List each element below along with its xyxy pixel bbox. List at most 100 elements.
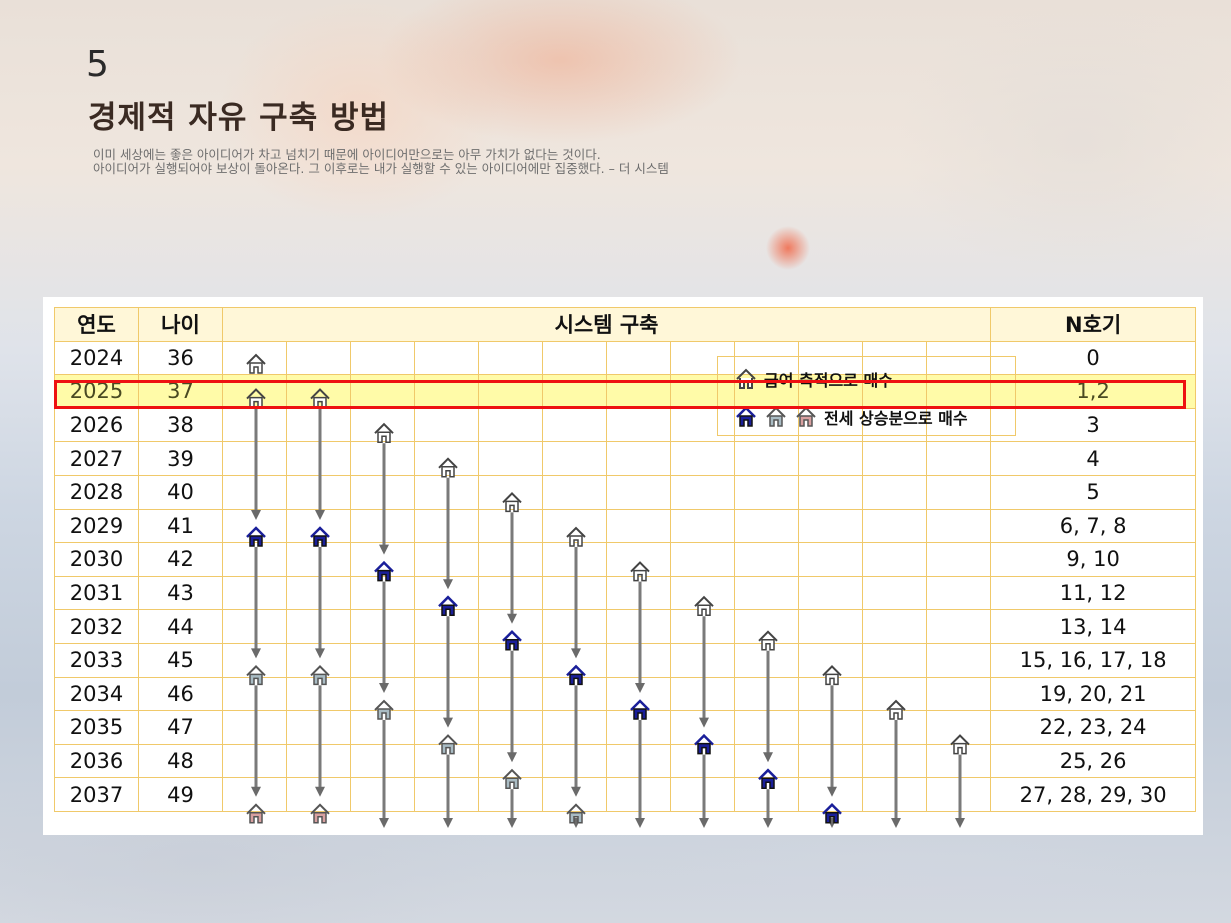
cell-system [478,777,543,812]
cell-system [606,407,671,443]
page-title: 경제적 자유 구축 방법 [88,100,390,136]
cell-system [222,508,287,544]
cell-system [606,508,671,544]
cell-n: 22, 23, 24 [990,710,1197,745]
cell-system [286,542,351,577]
cell-system [222,710,287,745]
cell-system [670,441,735,476]
cell-system [734,642,799,678]
cell-age: 46 [138,676,223,712]
cell-system [862,777,927,812]
cell-system [350,642,415,678]
cell-system [734,743,799,779]
cell-system [286,407,351,443]
cell-system [286,474,351,510]
table-row: 2036 48 25, 26 [54,743,1197,779]
cell-system [542,441,607,476]
cell-system [478,575,543,611]
cell-system [286,743,351,779]
cell-system [414,777,479,812]
cell-system [222,407,287,443]
cell-system [670,777,735,812]
cell-system [734,407,799,443]
cell-age: 43 [138,575,223,611]
cell-year: 2027 [54,441,139,476]
col-header-age: 나이 [138,307,223,342]
cell-system [925,777,992,812]
cell-system [478,340,543,376]
legend-item-jeonse: 전세 상승분으로 매수 [734,405,968,429]
cell-system [670,743,735,779]
cell-age: 39 [138,441,223,476]
cell-system [222,474,287,510]
cell-system [222,777,287,812]
cell-n: 19, 20, 21 [990,676,1197,712]
table-row: 2033 45 15, 16, 17, 18 [54,642,1197,678]
cell-system [798,441,863,476]
table-row: 2034 46 19, 20, 21 [54,676,1197,712]
cell-system [798,609,863,644]
cell-system [670,575,735,611]
cell-system [478,508,543,544]
cell-system [350,743,415,779]
cell-system [670,609,735,644]
table-row: 2035 47 22, 23, 24 [54,710,1197,745]
cell-system [925,609,992,644]
table-row: 2029 41 6, 7, 8 [54,508,1197,544]
cell-system [606,710,671,745]
cell-age: 49 [138,777,223,812]
cell-system [350,474,415,510]
cell-system [542,508,607,544]
cell-system [734,575,799,611]
cell-year: 2032 [54,609,139,644]
cell-system [670,710,735,745]
cell-system [414,340,479,376]
cell-system [798,542,863,577]
cell-n: 4 [990,441,1197,476]
cell-year: 2026 [54,407,139,443]
cell-year: 2036 [54,743,139,779]
table-row: 2026 38 3 [54,407,1197,443]
cell-system [862,743,927,779]
cell-system [606,575,671,611]
cell-system [606,642,671,678]
cell-year: 2033 [54,642,139,678]
cell-system [286,609,351,644]
cell-age: 41 [138,508,223,544]
cell-year: 2024 [54,340,139,376]
col-header-system: 시스템 구축 [221,307,992,342]
cell-system [478,743,543,779]
cell-system [414,609,479,644]
cell-system [606,743,671,779]
cell-n: 25, 26 [990,743,1197,779]
cell-system [222,743,287,779]
cell-system [925,441,992,476]
cell-system [286,777,351,812]
cell-system [542,642,607,678]
cell-system [478,542,543,577]
cell-system [862,542,927,577]
cell-system [798,710,863,745]
cell-system [925,340,992,376]
cell-age: 36 [138,340,223,376]
cell-system [798,777,863,812]
cell-system [925,743,992,779]
table-row: 2027 39 4 [54,441,1197,476]
cell-year: 2035 [54,710,139,745]
cell-system [222,542,287,577]
highlight-row-box [54,380,1186,409]
cell-system [925,575,992,611]
cell-n: 27, 28, 29, 30 [990,777,1197,812]
cell-n: 3 [990,407,1197,443]
cell-system [798,575,863,611]
cell-system [670,474,735,510]
cell-system [798,743,863,779]
cell-system [606,676,671,712]
table-row: 2031 43 11, 12 [54,575,1197,611]
cell-system [222,642,287,678]
cell-system [478,642,543,678]
cell-system [286,710,351,745]
cell-system [862,609,927,644]
cell-system [734,777,799,812]
cell-system [734,609,799,644]
